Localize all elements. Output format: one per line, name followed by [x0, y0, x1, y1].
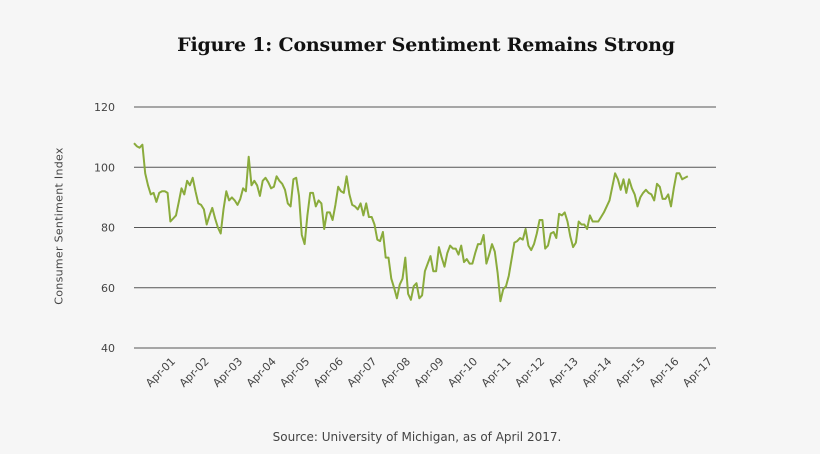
source-note: Source: University of Michigan, as of Ap… — [272, 430, 562, 444]
x-tick-label: Apr-17 — [680, 355, 715, 390]
chart-title: Figure 1: Consumer Sentiment Remains Str… — [177, 34, 675, 56]
x-tick-label: Apr-02 — [177, 355, 212, 390]
gridlines — [134, 106, 716, 349]
x-tick-label: Apr-05 — [277, 355, 312, 390]
x-tick-label: Apr-12 — [512, 355, 547, 390]
x-tick-label: Apr-15 — [613, 355, 648, 390]
series-line — [133, 142, 689, 303]
x-tick-label: Apr-03 — [210, 355, 245, 390]
x-tick-label: Apr-09 — [412, 355, 447, 390]
x-tick-label: Apr-07 — [345, 355, 380, 390]
y-tick-labels: 40 60 80 100 120 — [94, 101, 115, 355]
x-tick-labels: Apr-01Apr-02Apr-03Apr-04Apr-05Apr-06Apr-… — [143, 355, 715, 390]
y-tick-label: 60 — [101, 282, 115, 295]
x-tick-label: Apr-13 — [546, 355, 581, 390]
y-tick-label: 120 — [94, 101, 115, 114]
x-tick-label: Apr-01 — [143, 355, 178, 390]
x-tick-label: Apr-08 — [378, 355, 413, 390]
x-tick-label: Apr-11 — [479, 355, 514, 390]
x-tick-label: Apr-04 — [244, 355, 279, 390]
y-tick-label: 100 — [94, 161, 115, 174]
x-tick-label: Apr-10 — [445, 355, 480, 390]
x-tick-label: Apr-16 — [647, 355, 682, 390]
y-tick-label: 40 — [101, 342, 115, 355]
x-tick-label: Apr-14 — [580, 355, 615, 390]
y-tick-label: 80 — [101, 222, 115, 235]
series-group — [133, 142, 689, 303]
x-tick-label: Apr-06 — [311, 355, 346, 390]
